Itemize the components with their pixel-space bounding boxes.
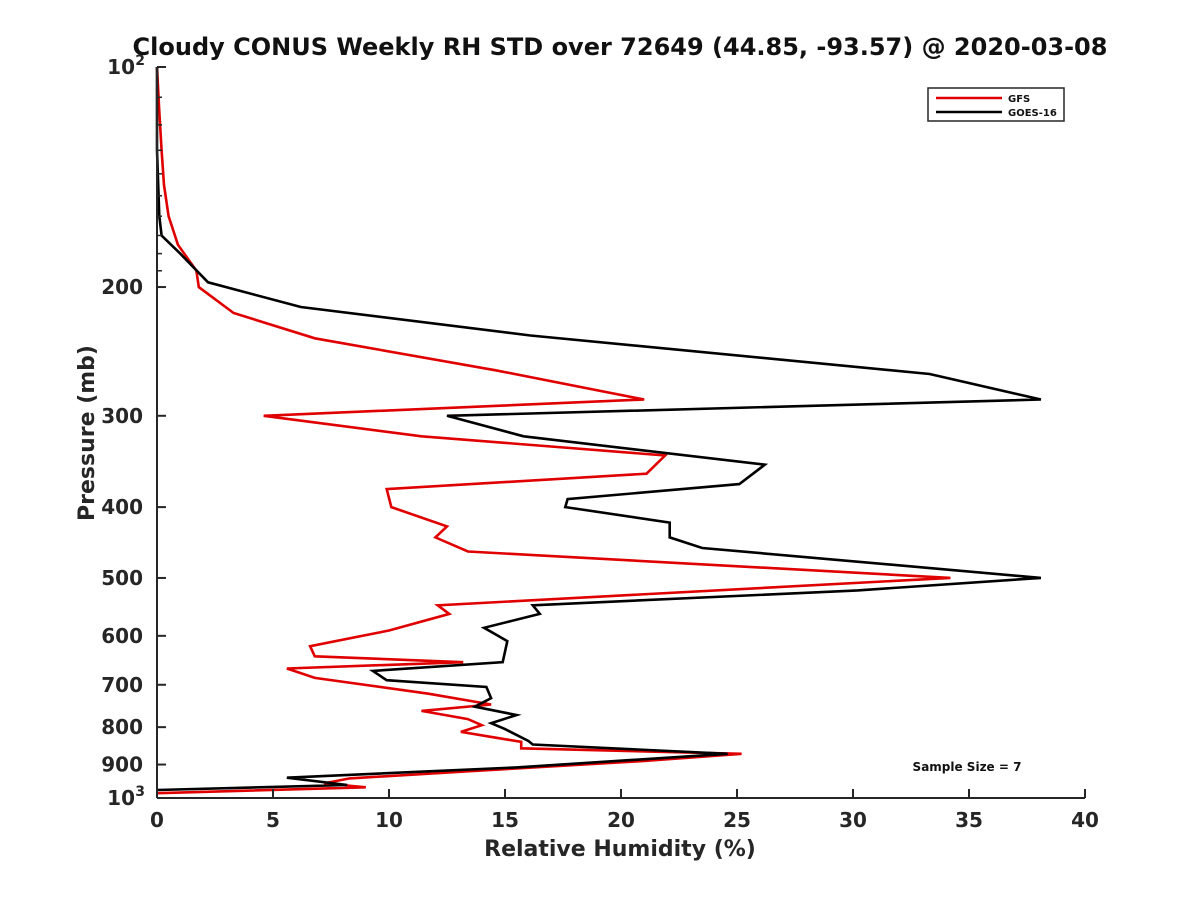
y-tick-label-power: 10 bbox=[107, 55, 135, 79]
x-tick-label: 20 bbox=[607, 808, 635, 832]
chart-title: Cloudy CONUS Weekly RH STD over 72649 (4… bbox=[133, 33, 1108, 61]
x-tick-label: 0 bbox=[150, 808, 164, 832]
y-tick-label: 600 bbox=[101, 624, 143, 648]
axes: 0 5 10 15 20 25 30 35 40 200 300 400 500 600 700 800 900… bbox=[101, 53, 1099, 832]
x-tick-label: 10 bbox=[375, 808, 403, 832]
legend-label: GOES-16 bbox=[1008, 108, 1057, 119]
x-tick-label: 40 bbox=[1071, 808, 1099, 832]
x-tick-label: 30 bbox=[839, 808, 867, 832]
legend: GFS GOES-16 bbox=[927, 87, 1065, 122]
y-tick-label: 400 bbox=[101, 495, 143, 519]
x-tick-label: 5 bbox=[266, 808, 280, 832]
x-tick-label: 25 bbox=[723, 808, 751, 832]
y-tick-label-exponent: 3 bbox=[135, 784, 145, 800]
y-axis-label: Pressure (mb) bbox=[75, 345, 100, 521]
x-tick-label: 35 bbox=[955, 808, 983, 832]
sample-size-annotation: Sample Size = 7 bbox=[913, 760, 1022, 774]
y-tick-label: 900 bbox=[101, 753, 143, 777]
series-line-goes16 bbox=[155, 67, 1042, 792]
y-tick-label: 200 bbox=[101, 275, 143, 299]
plot-area bbox=[155, 66, 1042, 795]
y-tick-label-power: 10 bbox=[107, 786, 135, 810]
x-axis-label: Relative Humidity (%) bbox=[484, 837, 756, 862]
x-tick-label: 15 bbox=[491, 808, 519, 832]
y-tick-label-exponent: 2 bbox=[135, 53, 145, 69]
y-tick-label: 800 bbox=[101, 715, 143, 739]
series-line-gfs bbox=[155, 66, 951, 795]
y-tick-label: 500 bbox=[101, 566, 143, 590]
y-tick-label: 300 bbox=[101, 404, 143, 428]
legend-label: GFS bbox=[1008, 94, 1030, 105]
y-tick-label: 700 bbox=[101, 673, 143, 697]
legend-box bbox=[927, 87, 1065, 122]
